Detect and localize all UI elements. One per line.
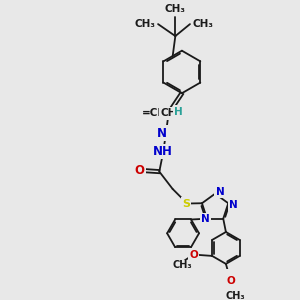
- Text: CH₃: CH₃: [165, 4, 186, 14]
- Text: N: N: [215, 187, 224, 196]
- Text: CH₃: CH₃: [193, 19, 214, 29]
- Text: N: N: [201, 214, 210, 224]
- Text: H: H: [174, 107, 183, 117]
- Text: CH₃: CH₃: [226, 291, 245, 300]
- Text: CH₃: CH₃: [134, 19, 155, 29]
- Text: NH: NH: [153, 145, 173, 158]
- Text: CH₃: CH₃: [172, 260, 192, 271]
- Text: O: O: [226, 276, 235, 286]
- Text: CH: CH: [160, 108, 177, 118]
- Text: N: N: [157, 127, 167, 140]
- Text: S: S: [182, 199, 190, 208]
- Text: N: N: [229, 200, 237, 210]
- Text: O: O: [134, 164, 144, 177]
- Text: H: H: [167, 108, 176, 118]
- Text: O: O: [189, 250, 198, 260]
- Text: =CH: =CH: [142, 108, 167, 118]
